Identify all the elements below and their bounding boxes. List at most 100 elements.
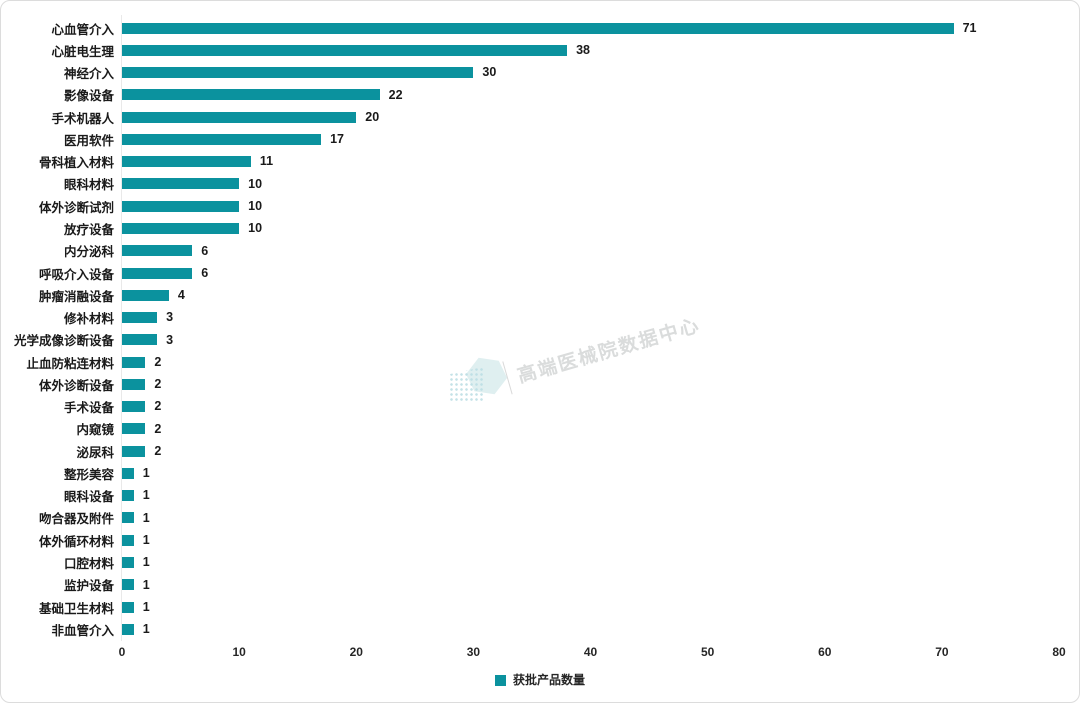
bar [122, 356, 146, 368]
bar-track: 2 [122, 373, 1059, 395]
value-label: 1 [142, 577, 150, 592]
legend: 获批产品数量 [1, 674, 1079, 686]
category-label: 手术机器人 [51, 111, 114, 126]
category-label: 整形美容 [63, 467, 114, 482]
bar [122, 401, 146, 413]
value-label: 1 [142, 488, 150, 503]
bar-row: 神经介入 30 [1, 62, 1059, 84]
x-tick-label: 10 [232, 645, 246, 659]
bar-track: 38 [122, 39, 1059, 61]
bar-row: 泌尿科 2 [1, 440, 1059, 462]
bar-row: 眼科设备 1 [1, 485, 1059, 507]
bar-row: 监护设备 1 [1, 574, 1059, 596]
bar-track: 4 [122, 284, 1059, 306]
value-label: 1 [142, 532, 150, 547]
category-label: 放疗设备 [63, 223, 114, 238]
bar-row: 基础卫生材料 1 [1, 596, 1059, 618]
legend-swatch-icon [494, 674, 506, 686]
bar-track: 17 [122, 128, 1059, 150]
category-label: 医用软件 [63, 133, 114, 148]
category-label: 体外诊断试剂 [38, 200, 114, 215]
bar-row: 体外诊断试剂 10 [1, 195, 1059, 217]
bar-row: 内窥镜 2 [1, 418, 1059, 440]
bar [122, 445, 146, 457]
bar [122, 133, 322, 145]
value-label: 10 [248, 176, 263, 191]
value-label: 3 [166, 332, 174, 347]
bar-row: 内分泌科 6 [1, 240, 1059, 262]
bar [122, 490, 134, 502]
bar [122, 623, 134, 635]
value-label: 6 [201, 265, 209, 280]
bar [122, 601, 134, 613]
bar-track: 22 [122, 84, 1059, 106]
category-label: 光学成像诊断设备 [13, 334, 114, 349]
category-label: 神经介入 [63, 67, 114, 82]
y-axis-line [121, 15, 122, 641]
x-tick-label: 40 [583, 645, 598, 659]
bar-track: 71 [122, 17, 1059, 39]
bar-track: 2 [122, 440, 1059, 462]
bar [122, 378, 146, 390]
value-label: 4 [177, 288, 185, 303]
value-label: 2 [154, 443, 162, 458]
bar [122, 89, 380, 101]
bar [122, 178, 240, 190]
bar [122, 334, 158, 346]
bar-track: 6 [122, 240, 1059, 262]
value-label: 2 [154, 421, 162, 436]
value-label: 3 [166, 310, 174, 325]
bar-track: 20 [122, 106, 1059, 128]
bar-track: 1 [122, 551, 1059, 573]
bar [122, 289, 169, 301]
category-label: 非血管介入 [51, 623, 114, 638]
x-tick-label: 60 [818, 645, 832, 659]
value-label: 10 [248, 221, 263, 236]
category-label: 内分泌科 [63, 245, 114, 260]
bar-row: 骨科植入材料 11 [1, 151, 1059, 173]
category-label: 吻合器及附件 [38, 512, 114, 527]
value-label: 38 [576, 43, 590, 58]
bar-row: 修补材料 3 [1, 306, 1059, 328]
bar-track: 1 [122, 596, 1059, 618]
bar-row: 口腔材料 1 [1, 551, 1059, 573]
bar-row: 肿瘤消融设备 4 [1, 284, 1059, 306]
bar-track: 3 [122, 329, 1059, 351]
bar-row: 体外诊断设备 2 [1, 373, 1059, 395]
value-label: 17 [330, 132, 345, 147]
category-label: 骨科植入材料 [38, 156, 114, 171]
value-label: 1 [142, 622, 150, 637]
category-label: 内窥镜 [76, 423, 114, 438]
category-label: 修补材料 [63, 312, 114, 327]
bar-row: 手术机器人 20 [1, 106, 1059, 128]
x-tick-label: 0 [118, 645, 126, 659]
x-tick-label: 30 [466, 645, 481, 659]
category-label: 呼吸介入设备 [38, 267, 114, 282]
category-label: 口腔材料 [63, 557, 114, 571]
bar [122, 223, 240, 235]
bar [122, 245, 193, 257]
category-label: 心血管介入 [51, 22, 114, 37]
value-label: 1 [142, 466, 150, 481]
bar-row: 放疗设备 10 [1, 217, 1059, 239]
value-label: 20 [365, 109, 380, 124]
bar [122, 534, 134, 546]
bar [122, 200, 240, 212]
category-label: 手术设备 [63, 401, 114, 416]
bar-track: 6 [122, 262, 1059, 284]
bar-row: 吻合器及附件 1 [1, 507, 1059, 529]
bar-track: 10 [122, 195, 1059, 217]
value-label: 1 [142, 510, 150, 525]
bar-row: 影像设备 22 [1, 84, 1059, 106]
legend-label: 获批产品数量 [512, 673, 585, 687]
bar-row: 光学成像诊断设备 3 [1, 329, 1059, 351]
bar-track: 2 [122, 351, 1059, 373]
bar-row: 手术设备 2 [1, 396, 1059, 418]
bar-row: 眼科材料 10 [1, 173, 1059, 195]
category-label: 心脏电生理 [51, 44, 114, 59]
x-tick-label: 80 [1052, 645, 1066, 659]
bar-track: 3 [122, 306, 1059, 328]
category-label: 监护设备 [63, 579, 114, 594]
category-label: 止血防粘连材料 [26, 356, 114, 371]
